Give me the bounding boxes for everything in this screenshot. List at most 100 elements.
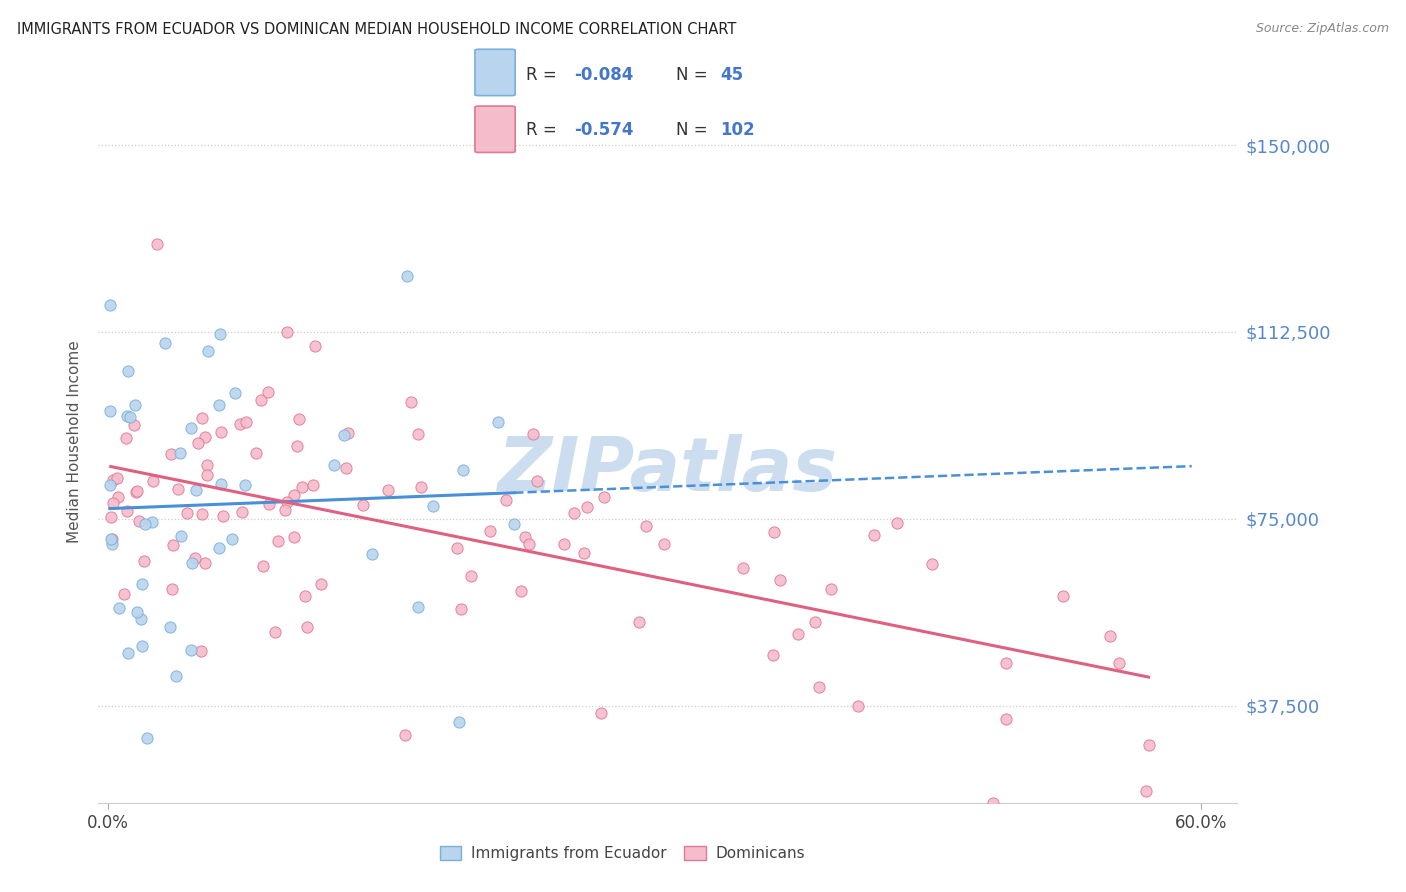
Legend: Immigrants from Ecuador, Dominicans: Immigrants from Ecuador, Dominicans	[434, 839, 811, 867]
Point	[804, 615, 827, 630]
Point	[162, 538, 184, 552]
Point	[131, 639, 153, 653]
Point	[245, 446, 267, 460]
Point	[180, 643, 202, 657]
Point	[125, 605, 148, 619]
Point	[294, 589, 316, 603]
Point	[295, 620, 318, 634]
Point	[1052, 590, 1074, 604]
Point	[450, 602, 472, 616]
Point	[302, 477, 325, 491]
Point	[252, 558, 274, 573]
Point	[628, 615, 651, 630]
Point	[267, 533, 290, 548]
Point	[399, 395, 422, 409]
Point	[361, 547, 384, 561]
Point	[100, 509, 122, 524]
Point	[194, 430, 217, 444]
Point	[107, 601, 129, 615]
Point	[190, 507, 212, 521]
Point	[288, 412, 311, 426]
Point	[486, 415, 509, 429]
Point	[101, 532, 124, 546]
Text: ZIPatlas: ZIPatlas	[498, 434, 838, 507]
Point	[117, 363, 139, 377]
Point	[167, 482, 190, 496]
Point	[634, 519, 657, 533]
Point	[159, 447, 181, 461]
Point	[159, 620, 181, 634]
Point	[187, 436, 209, 450]
Text: N =: N =	[676, 66, 713, 84]
Point	[98, 298, 121, 312]
Point	[394, 728, 416, 742]
Text: N =: N =	[676, 121, 713, 139]
Point	[510, 583, 533, 598]
Point	[276, 325, 298, 339]
Point	[1137, 738, 1160, 752]
Point	[101, 537, 124, 551]
Point	[323, 458, 346, 472]
Point	[1108, 656, 1130, 670]
Point	[208, 541, 231, 556]
Point	[136, 731, 159, 745]
Point	[283, 488, 305, 502]
Text: R =: R =	[526, 66, 562, 84]
Point	[522, 426, 544, 441]
Point	[107, 490, 129, 504]
Point	[165, 669, 187, 683]
Point	[212, 508, 235, 523]
Point	[221, 532, 243, 546]
Point	[495, 493, 517, 508]
Point	[208, 398, 231, 412]
Point	[195, 468, 218, 483]
Point	[820, 582, 842, 596]
FancyBboxPatch shape	[475, 49, 515, 95]
Point	[170, 528, 193, 542]
Point	[553, 537, 575, 551]
Point	[117, 646, 139, 660]
Text: 102: 102	[720, 121, 755, 139]
Point	[250, 392, 273, 407]
Point	[311, 576, 333, 591]
Point	[197, 344, 219, 359]
Point	[846, 699, 869, 714]
Point	[233, 478, 256, 492]
Point	[503, 516, 526, 531]
Point	[98, 477, 121, 491]
Text: IMMIGRANTS FROM ECUADOR VS DOMINICAN MEDIAN HOUSEHOLD INCOME CORRELATION CHART: IMMIGRANTS FROM ECUADOR VS DOMINICAN MED…	[17, 22, 737, 37]
Point	[352, 498, 374, 512]
Point	[478, 524, 501, 538]
Point	[273, 503, 295, 517]
Text: 45: 45	[720, 66, 742, 84]
Point	[191, 411, 214, 425]
Point	[422, 500, 444, 514]
Point	[190, 644, 212, 658]
Point	[129, 612, 152, 626]
Point	[808, 680, 831, 694]
Point	[572, 546, 595, 560]
Point	[291, 480, 314, 494]
Point	[209, 477, 232, 491]
Point	[101, 473, 124, 487]
Point	[115, 504, 138, 518]
Point	[1135, 783, 1157, 797]
Point	[118, 410, 141, 425]
Point	[146, 237, 169, 252]
Point	[886, 516, 908, 530]
Point	[406, 426, 429, 441]
Point	[186, 483, 208, 497]
Point	[575, 500, 598, 514]
Point	[731, 561, 754, 575]
Point	[224, 386, 246, 401]
Point	[589, 706, 612, 720]
Point	[132, 554, 155, 568]
Point	[195, 458, 218, 472]
Point	[519, 537, 541, 551]
Point	[761, 648, 783, 663]
Text: -0.084: -0.084	[574, 66, 633, 84]
Point	[333, 427, 356, 442]
FancyBboxPatch shape	[475, 106, 515, 153]
Point	[169, 446, 191, 460]
Point	[257, 497, 280, 511]
